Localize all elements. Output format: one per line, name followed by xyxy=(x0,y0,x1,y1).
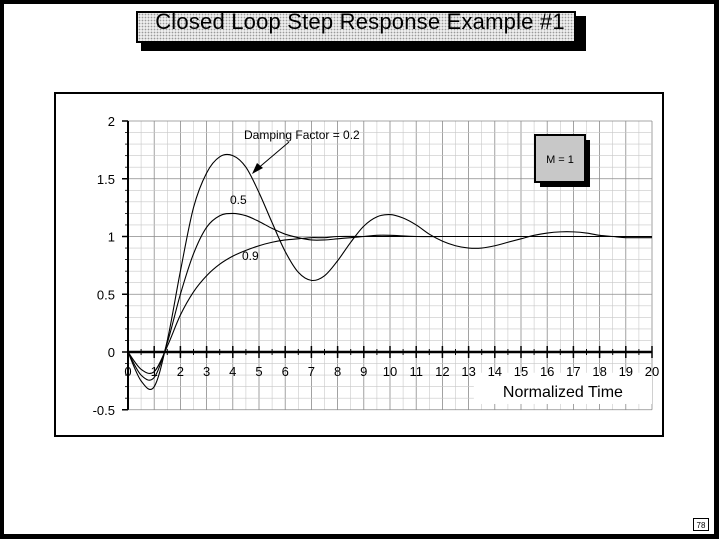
x-tick-label: 8 xyxy=(334,364,341,379)
x-tick-label: 16 xyxy=(540,364,554,379)
x-tick-label: 3 xyxy=(203,364,210,379)
y-tick-label: -0.5 xyxy=(93,403,115,418)
annotation-arrowhead xyxy=(252,163,263,174)
y-tick-label: 2 xyxy=(108,114,115,129)
x-tick-label: 17 xyxy=(566,364,580,379)
y-tick-label: 1.5 xyxy=(97,172,115,187)
x-tick-label: 2 xyxy=(177,364,184,379)
annotation-arrow-line xyxy=(255,141,290,171)
x-tick-label: 11 xyxy=(409,364,423,379)
x-tick-label: 15 xyxy=(514,364,528,379)
x-tick-label: 6 xyxy=(282,364,289,379)
y-tick-label: 0.5 xyxy=(97,287,115,302)
xlabel-background xyxy=(473,372,652,404)
slide-title: Closed Loop Step Response Example #1 xyxy=(155,9,565,34)
x-tick-label: 7 xyxy=(308,364,315,379)
step-response-chart: 0 1 2 3 4 5 6 7 8 9 10 11 12 13 14 15 16 17 18 19 20-0.500.5… xyxy=(93,114,660,418)
damping-label-0-5: 0.5 xyxy=(230,193,247,207)
title-box xyxy=(136,11,576,43)
x-tick-label: 9 xyxy=(360,364,367,379)
x-tick-label: 13 xyxy=(461,364,475,379)
x-tick-label: 4 xyxy=(229,364,236,379)
y-tick-label: 0 xyxy=(108,345,115,360)
damping-label-0-9: 0.9 xyxy=(242,249,259,263)
x-tick-label: 0 xyxy=(124,364,131,379)
param-box-label: M = 1 xyxy=(546,154,574,166)
x-axis-title: Normalized Time xyxy=(503,384,623,401)
x-tick-label: 10 xyxy=(383,364,397,379)
x-tick-label: 5 xyxy=(255,364,262,379)
series-line-1 xyxy=(127,153,652,390)
param-box xyxy=(534,134,586,183)
x-tick-label: 20 xyxy=(645,364,659,379)
series-line-3 xyxy=(127,235,652,375)
x-tick-label: 19 xyxy=(619,364,633,379)
page-number: 78 xyxy=(693,518,709,531)
x-tick-label: 12 xyxy=(435,364,449,379)
x-tick-label: 14 xyxy=(488,364,502,379)
y-tick-label: 1 xyxy=(108,230,115,245)
x-tick-label: 18 xyxy=(592,364,606,379)
damping-factor-label: Damping Factor = 0.2 xyxy=(244,128,360,142)
